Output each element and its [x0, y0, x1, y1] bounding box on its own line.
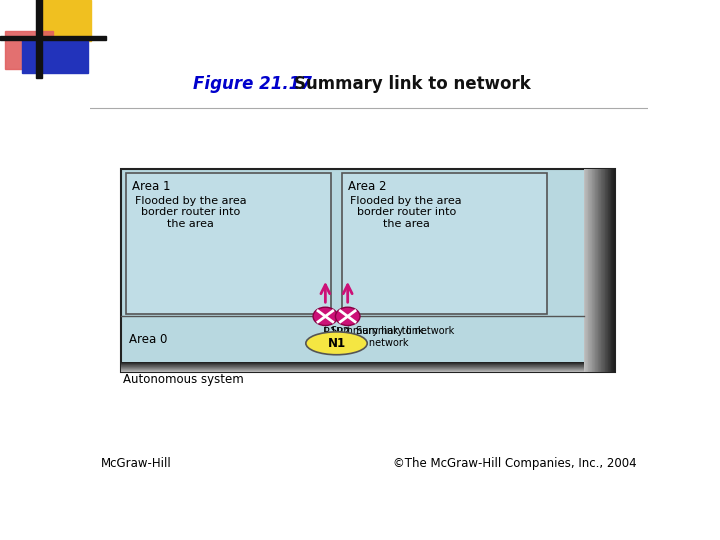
Bar: [603, 168, 604, 373]
Bar: [612, 168, 613, 373]
Text: Figure 21.17: Figure 21.17: [193, 75, 312, 92]
Bar: [121, 369, 584, 370]
Bar: [613, 168, 614, 373]
Bar: [121, 364, 584, 365]
Bar: [585, 168, 587, 373]
Text: Area 2: Area 2: [348, 180, 386, 193]
Text: ©The McGraw-Hill Companies, Inc., 2004: ©The McGraw-Hill Companies, Inc., 2004: [393, 457, 637, 470]
Bar: [586, 168, 588, 373]
Bar: [22, 40, 88, 73]
Bar: [121, 362, 584, 363]
Bar: [36, 0, 42, 78]
Text: R1: R1: [323, 327, 337, 336]
Bar: [121, 168, 615, 373]
Bar: [598, 168, 599, 373]
Bar: [602, 168, 603, 373]
Text: N1: N1: [328, 337, 346, 350]
Circle shape: [336, 307, 360, 326]
Bar: [121, 364, 584, 365]
Bar: [597, 168, 598, 373]
Bar: [608, 168, 609, 373]
Bar: [121, 371, 584, 372]
Bar: [38, 0, 91, 40]
Bar: [121, 366, 584, 367]
Bar: [121, 368, 584, 369]
Bar: [121, 366, 584, 367]
Bar: [121, 370, 584, 371]
Bar: [599, 168, 600, 373]
Text: Autonomous system: Autonomous system: [124, 373, 244, 386]
Bar: [600, 168, 601, 373]
Bar: [601, 168, 603, 373]
Bar: [604, 168, 605, 373]
Bar: [611, 168, 612, 373]
Bar: [593, 168, 595, 373]
Text: Flooded by the area
border router into
the area: Flooded by the area border router into t…: [135, 196, 246, 229]
Bar: [121, 362, 584, 363]
Bar: [121, 368, 584, 369]
Bar: [595, 168, 597, 373]
Text: Area 0: Area 0: [129, 333, 168, 346]
Bar: [588, 168, 589, 373]
Text: Summary link
to network: Summary link to network: [356, 326, 423, 348]
Bar: [0, 36, 106, 40]
Text: Summary link to network: Summary link to network: [331, 326, 454, 336]
Bar: [596, 168, 598, 373]
Bar: [121, 368, 584, 369]
Bar: [610, 168, 611, 373]
Bar: [121, 370, 584, 371]
Bar: [600, 168, 602, 373]
Bar: [121, 364, 584, 365]
Circle shape: [313, 307, 338, 326]
Bar: [121, 363, 584, 364]
Bar: [584, 168, 585, 373]
Bar: [121, 364, 584, 365]
Bar: [342, 173, 546, 314]
Bar: [598, 168, 600, 373]
Bar: [121, 367, 584, 368]
Bar: [121, 367, 584, 368]
Bar: [587, 168, 588, 373]
Bar: [588, 168, 590, 373]
Bar: [5, 31, 53, 69]
Bar: [605, 168, 606, 373]
Bar: [121, 365, 584, 366]
Text: McGraw-Hill: McGraw-Hill: [101, 457, 172, 470]
Bar: [589, 168, 590, 373]
Bar: [121, 362, 584, 363]
Bar: [594, 168, 595, 373]
Bar: [121, 366, 584, 367]
Bar: [590, 168, 591, 373]
Bar: [121, 372, 584, 373]
Text: Flooded by the area
border router into
the area: Flooded by the area border router into t…: [351, 196, 462, 229]
Text: Summary link to network: Summary link to network: [294, 75, 531, 92]
Bar: [606, 168, 608, 373]
Bar: [606, 168, 607, 373]
Bar: [121, 371, 584, 372]
Bar: [608, 168, 610, 373]
Ellipse shape: [306, 332, 367, 355]
Bar: [121, 369, 584, 370]
Text: Area 1: Area 1: [132, 180, 171, 193]
Bar: [121, 365, 584, 366]
Bar: [613, 168, 615, 373]
Bar: [590, 168, 592, 373]
Bar: [595, 168, 596, 373]
Bar: [592, 168, 593, 373]
Bar: [607, 168, 608, 373]
Bar: [121, 367, 584, 368]
Bar: [121, 363, 584, 364]
Bar: [585, 168, 586, 373]
Bar: [121, 369, 584, 370]
Bar: [611, 168, 613, 373]
Text: R2: R2: [336, 327, 351, 336]
Bar: [609, 168, 611, 373]
Bar: [126, 173, 331, 314]
